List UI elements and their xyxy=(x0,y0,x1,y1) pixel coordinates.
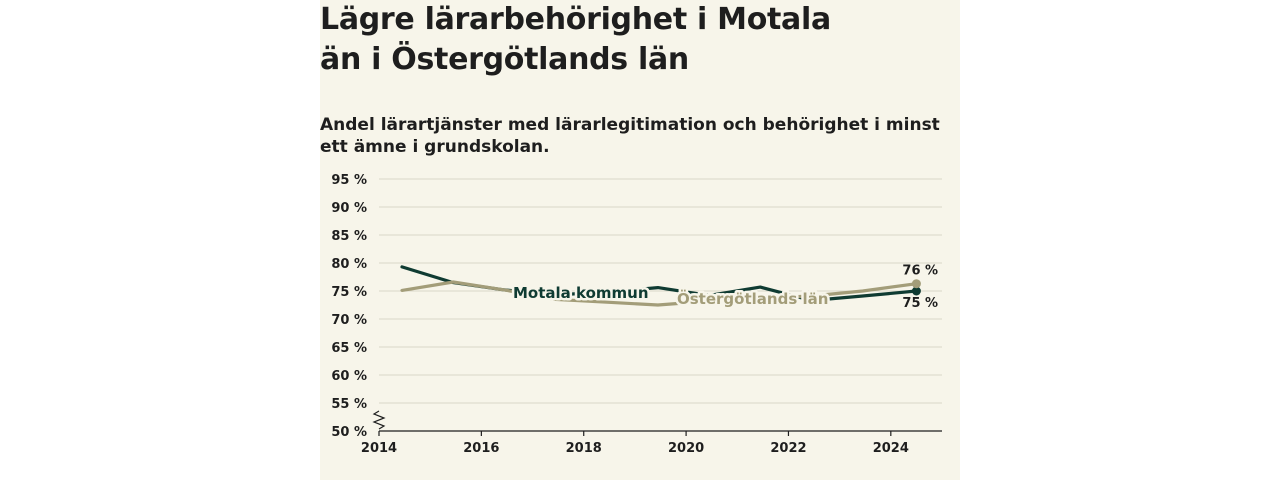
line-chart: 50 % 55 % 60 % 65 % 70 % 75 % 80 % 85 % 90 % 95 %… xyxy=(331,173,942,456)
y-tick-label: 60 % xyxy=(331,369,367,384)
end-value-label: 76 % xyxy=(902,264,938,279)
series-endpoint-1 xyxy=(911,279,921,289)
y-tick-label: 75 % xyxy=(331,285,367,300)
series-endpoint-0 xyxy=(911,286,921,296)
chart-subtitle: Andel lärartjänster med lärarlegitimatio… xyxy=(320,115,940,157)
series-lines xyxy=(400,265,921,307)
y-tick-label: 85 % xyxy=(331,229,367,244)
series-line-1 xyxy=(400,280,919,307)
x-tick-label: 2014 xyxy=(361,441,397,456)
series-line-0 xyxy=(400,265,919,303)
gridlines xyxy=(379,178,942,404)
x-tick-label: 2016 xyxy=(463,441,499,456)
y-tick-label: 95 % xyxy=(331,173,367,188)
y-axis-ticks: 50 % 55 % 60 % 65 % 70 % 75 % 80 % 85 % 90 % 95 % xyxy=(331,173,367,440)
chart-title: Lägre lärarbehörighet i Motala än i Öste… xyxy=(320,2,831,77)
x-tick-label: 2022 xyxy=(770,441,806,456)
y-tick-label: 80 % xyxy=(331,257,367,272)
y-tick-label: 55 % xyxy=(331,397,367,412)
y-tick-label: 70 % xyxy=(331,313,367,328)
y-tick-label: 65 % xyxy=(331,341,367,356)
y-tick-label: 90 % xyxy=(331,201,367,216)
x-tick-label: 2018 xyxy=(566,441,602,456)
x-tick-label: 2024 xyxy=(873,441,909,456)
axis-break-icon xyxy=(372,410,386,430)
series-name-label: Östergötlands län xyxy=(677,289,828,308)
chart-panel: Lägre lärarbehörighet i Motala än i Öste… xyxy=(320,0,960,480)
series-name-label: Motala kommun xyxy=(513,284,649,302)
series-labels: Motala kommun Östergötlands län 75 % 76 % xyxy=(511,264,939,311)
x-tick-label: 2020 xyxy=(668,441,704,456)
y-tick-label: 50 % xyxy=(331,425,367,440)
x-axis-ticks: 2014 2016 2018 2020 2022 2024 xyxy=(361,410,942,456)
end-value-label: 75 % xyxy=(902,296,938,311)
